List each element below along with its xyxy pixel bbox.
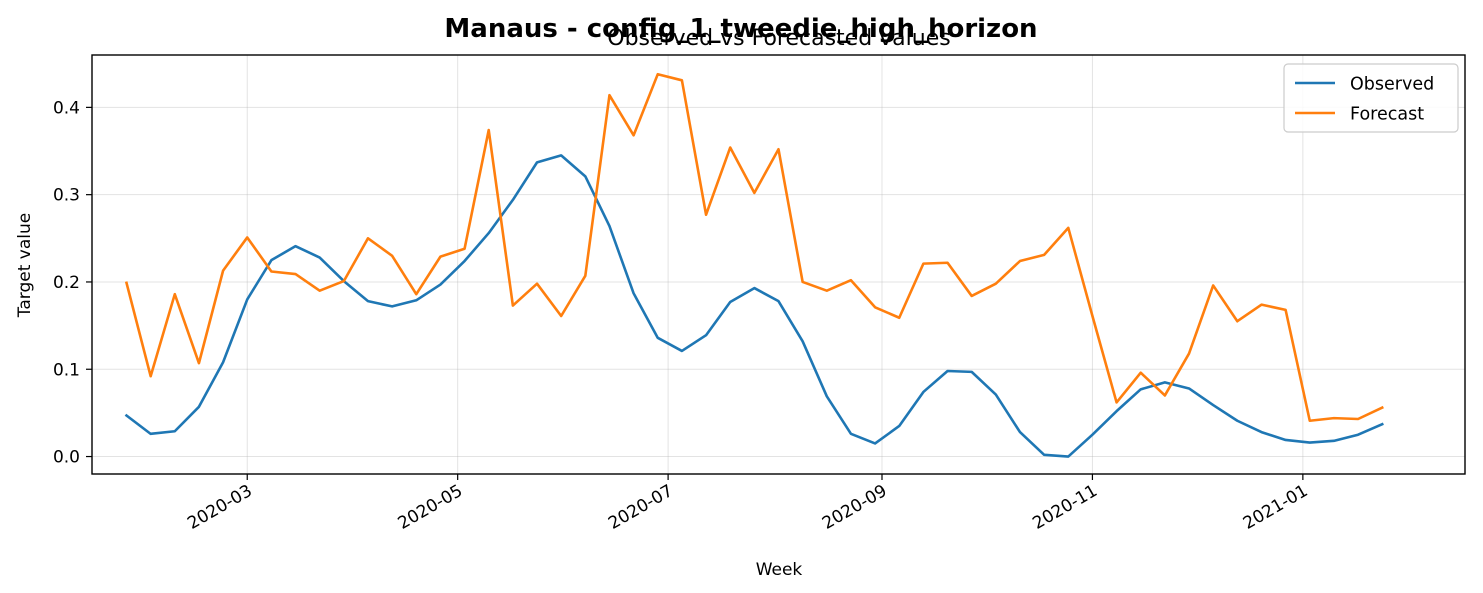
series-line-observed <box>124 154 1384 458</box>
series-line-forecast <box>124 72 1384 423</box>
plot-frame <box>91 54 1466 475</box>
y-tick-label: 0.0 <box>53 448 80 468</box>
x-axis-label: Week <box>756 560 803 580</box>
series-lines <box>124 72 1384 458</box>
y-axis-label: Target value <box>15 213 35 318</box>
grid-lines <box>92 55 1465 474</box>
chart-title: Manaus - config_1_tweedie_high_horizon <box>444 14 1037 44</box>
legend: Observed Forecast <box>1283 63 1459 133</box>
legend-label-forecast: Forecast <box>1350 105 1424 125</box>
chart-subtitle: Observed vs Forecasted values <box>607 26 950 51</box>
y-tick-label: 0.1 <box>53 360 80 380</box>
y-tick-label: 0.3 <box>53 186 80 206</box>
y-tick-label: 0.4 <box>53 98 80 118</box>
y-tick-label: 0.2 <box>53 273 80 293</box>
legend-box <box>1283 63 1459 133</box>
legend-label-observed: Observed <box>1350 75 1434 95</box>
y-axis-ticks: 0.0 0.1 0.2 0.3 0.4 <box>53 98 92 468</box>
